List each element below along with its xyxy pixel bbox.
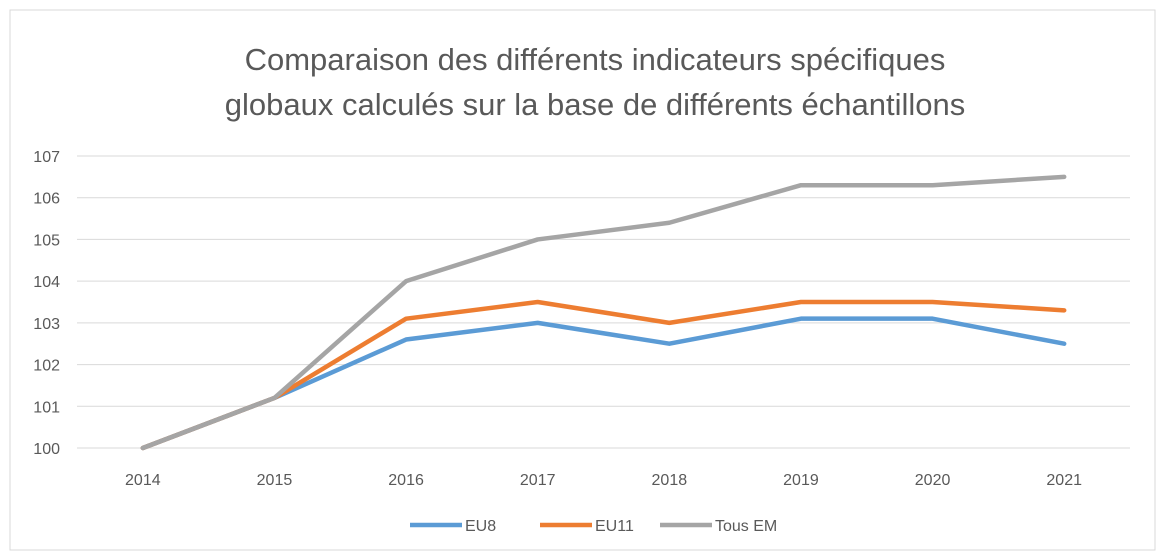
line-series	[140, 316, 1067, 451]
y-tick-label: 101	[33, 399, 60, 416]
x-tick-label: 2019	[783, 472, 819, 489]
legend-label: EU8	[465, 518, 496, 535]
y-tick-label: 105	[33, 232, 60, 249]
x-tick-label: 2014	[125, 472, 161, 489]
y-tick-label: 103	[33, 316, 60, 333]
x-tick-label: 2018	[652, 472, 688, 489]
x-tick-label: 2020	[915, 472, 951, 489]
legend-label: EU11	[595, 518, 634, 535]
y-tick-label: 102	[33, 358, 60, 375]
chart-subtitle: globaux calculés sur la base de différen…	[225, 87, 965, 122]
y-tick-label: 107	[33, 149, 60, 166]
line-series	[140, 174, 1067, 451]
x-tick-label: 2021	[1046, 472, 1082, 489]
chart-border	[9, 9, 1156, 551]
line-series	[140, 299, 1067, 451]
x-tick-label: 2017	[520, 472, 556, 489]
x-tick-label: 2016	[388, 472, 424, 489]
y-tick-label: 100	[33, 441, 60, 458]
x-tick-label: 2015	[257, 472, 293, 489]
y-tick-label: 104	[33, 274, 60, 291]
legend-label: Tous EM	[715, 518, 777, 535]
chart-title: Comparaison des différents indicateurs s…	[245, 42, 946, 77]
y-tick-label: 106	[33, 191, 60, 208]
